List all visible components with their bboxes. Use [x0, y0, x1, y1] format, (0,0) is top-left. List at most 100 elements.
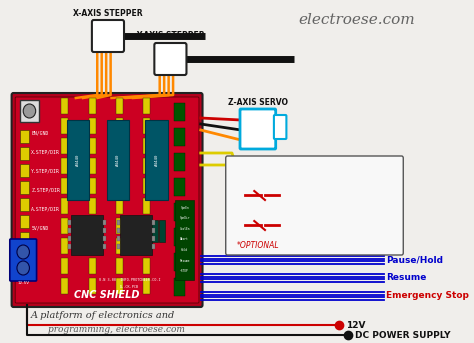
Bar: [61, 278, 68, 294]
Bar: [19, 130, 28, 143]
Bar: [61, 98, 68, 114]
Bar: [89, 218, 96, 234]
Bar: [116, 158, 123, 174]
Text: SpnDir: SpnDir: [180, 216, 190, 221]
Text: Resume: Resume: [386, 273, 427, 283]
Bar: [174, 278, 185, 296]
Text: CNC SHIELD: CNC SHIELD: [74, 290, 140, 300]
Bar: [19, 198, 28, 211]
Text: A4440: A4440: [76, 154, 80, 166]
Bar: [116, 118, 123, 134]
Bar: [120, 215, 152, 255]
Bar: [143, 98, 150, 114]
Bar: [116, 178, 123, 194]
Bar: [143, 138, 150, 154]
Bar: [175, 200, 194, 280]
FancyBboxPatch shape: [10, 239, 36, 281]
Text: Y-AXIS LIMIT S/W: Y-AXIS LIMIT S/W: [285, 190, 358, 200]
Text: V.N 3.00  INFO.PROTONEER.CO.I: V.N 3.00 INFO.PROTONEER.CO.I: [99, 278, 160, 282]
Text: A platform of electronics and: A platform of electronics and: [30, 310, 175, 319]
Bar: [143, 258, 150, 274]
Bar: [89, 198, 96, 214]
Bar: [89, 98, 96, 114]
FancyBboxPatch shape: [15, 97, 199, 303]
Bar: [174, 228, 185, 246]
Bar: [19, 249, 28, 262]
Text: 5V/GND: 5V/GND: [31, 225, 48, 230]
Bar: [89, 278, 96, 294]
FancyBboxPatch shape: [11, 93, 202, 307]
Text: DC POWER SUPPLY: DC POWER SUPPLY: [355, 331, 451, 340]
Text: CoolEn: CoolEn: [180, 227, 190, 231]
FancyBboxPatch shape: [155, 43, 186, 75]
Text: electroese.com: electroese.com: [299, 13, 415, 27]
Bar: [19, 100, 39, 122]
Text: Resume: Resume: [180, 259, 190, 262]
Bar: [102, 228, 106, 233]
Bar: [89, 138, 96, 154]
Bar: [89, 158, 96, 174]
Bar: [67, 120, 89, 200]
Bar: [152, 236, 155, 241]
Bar: [102, 220, 106, 225]
Text: Z-AXIS SERVO: Z-AXIS SERVO: [228, 98, 288, 107]
Bar: [61, 118, 68, 134]
Bar: [152, 220, 158, 242]
Bar: [116, 98, 123, 114]
Bar: [116, 238, 123, 254]
Bar: [61, 138, 68, 154]
Bar: [143, 198, 150, 214]
Bar: [89, 258, 96, 274]
Bar: [19, 215, 28, 228]
Bar: [143, 238, 150, 254]
Bar: [89, 118, 96, 134]
Bar: [102, 244, 106, 249]
Bar: [116, 138, 123, 154]
FancyBboxPatch shape: [240, 109, 276, 149]
Bar: [152, 220, 155, 225]
FancyBboxPatch shape: [274, 115, 286, 139]
Text: Abort: Abort: [180, 237, 189, 241]
Bar: [61, 158, 68, 174]
Bar: [19, 181, 28, 194]
Bar: [61, 238, 68, 254]
FancyBboxPatch shape: [92, 20, 124, 52]
Text: DL.CK.PCB: DL.CK.PCB: [120, 285, 139, 289]
Bar: [107, 120, 129, 200]
Text: Pause/Hold: Pause/Hold: [386, 256, 443, 264]
Bar: [72, 215, 102, 255]
Bar: [117, 220, 120, 225]
Text: *OPTIONAL: *OPTIONAL: [237, 240, 279, 249]
Text: Hold: Hold: [181, 248, 188, 252]
Bar: [174, 203, 185, 221]
Bar: [116, 218, 123, 234]
Circle shape: [17, 261, 29, 275]
Text: A.STEP/DIR: A.STEP/DIR: [31, 206, 60, 212]
Bar: [174, 253, 185, 271]
Bar: [117, 228, 120, 233]
Bar: [116, 278, 123, 294]
Text: X.STEP/DIR: X.STEP/DIR: [31, 150, 60, 154]
Text: programming, electroese.com: programming, electroese.com: [47, 326, 184, 334]
Text: 12V: 12V: [346, 320, 365, 330]
Bar: [159, 220, 165, 242]
Bar: [89, 238, 96, 254]
Bar: [174, 128, 185, 146]
Text: X-AXIS STEPPER: X-AXIS STEPPER: [73, 9, 143, 18]
Bar: [68, 236, 72, 241]
Bar: [61, 198, 68, 214]
Text: A4440: A4440: [155, 154, 159, 166]
Bar: [143, 278, 150, 294]
Bar: [68, 244, 72, 249]
Text: Y-AXIS STEPPER: Y-AXIS STEPPER: [136, 31, 205, 40]
Bar: [89, 178, 96, 194]
Text: A4440: A4440: [116, 154, 120, 166]
Bar: [19, 232, 28, 245]
Circle shape: [23, 104, 36, 118]
Bar: [61, 218, 68, 234]
FancyBboxPatch shape: [226, 156, 403, 255]
Text: SpnEn: SpnEn: [180, 206, 189, 210]
Bar: [152, 244, 155, 249]
Text: Z.STEP/DIR: Z.STEP/DIR: [31, 188, 60, 192]
Text: Emergency Stop: Emergency Stop: [386, 292, 469, 300]
